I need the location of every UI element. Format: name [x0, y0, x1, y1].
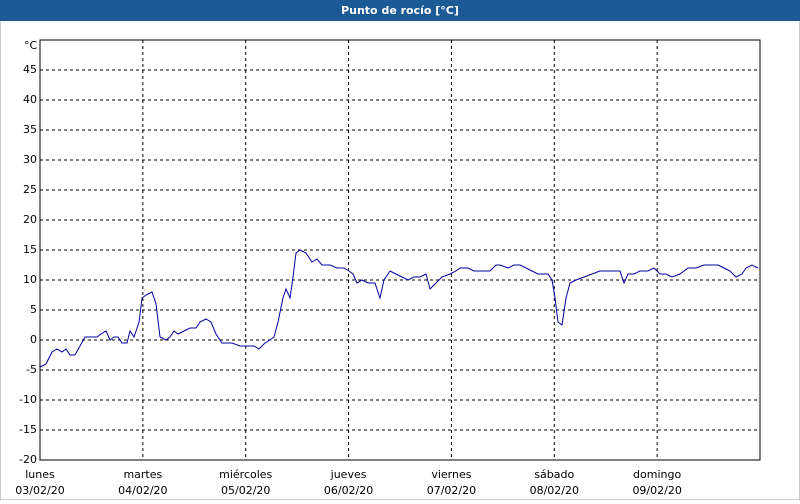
y-tick-label: 40 [23, 93, 37, 106]
chart-title: Punto de rocío [°C] [341, 4, 459, 17]
x-tick-date: 06/02/20 [324, 484, 373, 497]
y-tick-label: 35 [23, 123, 37, 136]
y-tick-label: 15 [23, 243, 37, 256]
x-tick-label: miércoles [219, 468, 272, 481]
x-tick-date: 05/02/20 [221, 484, 270, 497]
x-tick-date: 07/02/20 [427, 484, 476, 497]
y-tick-label: 45 [23, 63, 37, 76]
x-tick-date: 04/02/20 [118, 484, 167, 497]
y-tick-label: 30 [23, 153, 37, 166]
y-tick-label: -20 [19, 453, 37, 466]
y-unit: °C [24, 39, 38, 52]
x-tick-date: 08/02/20 [530, 484, 579, 497]
x-tick-label: sábado [534, 468, 574, 481]
y-tick-label: 10 [23, 273, 37, 286]
x-tick-label: domingo [633, 468, 681, 481]
x-tick-label: viernes [431, 468, 471, 481]
y-tick-label: 25 [23, 183, 37, 196]
y-tick-label: 5 [30, 303, 37, 316]
y-tick-label: 0 [30, 333, 37, 346]
x-tick-label: lunes [25, 468, 55, 481]
data-line [39, 249, 759, 368]
x-tick-label: martes [123, 468, 162, 481]
y-tick-label: -5 [26, 363, 37, 376]
x-tick-date: 09/02/20 [632, 484, 681, 497]
y-tick-label: -15 [19, 423, 37, 436]
x-tick-date: 03/02/20 [15, 484, 64, 497]
y-tick-label: 20 [23, 213, 37, 226]
x-tick-label: jueves [330, 468, 367, 481]
title-bar [0, 0, 800, 21]
y-tick-label: -10 [19, 393, 37, 406]
